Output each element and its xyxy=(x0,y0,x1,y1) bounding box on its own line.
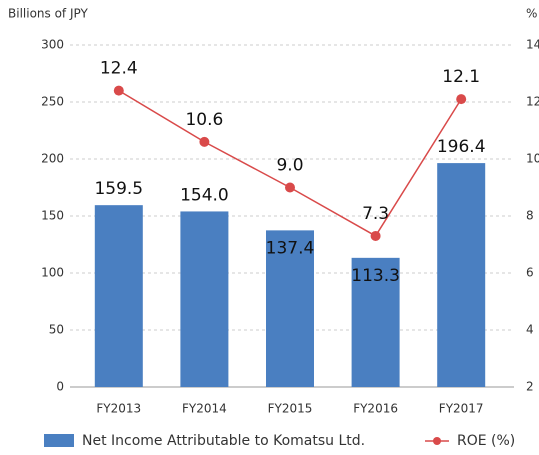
bar xyxy=(180,211,229,387)
y-tick-label: 300 xyxy=(41,38,64,52)
data-label: 159.5 xyxy=(94,179,143,199)
legend-swatch xyxy=(433,437,441,445)
x-tick-label: FY2014 xyxy=(182,402,227,416)
y2-tick-label: 4 xyxy=(526,323,534,337)
bar xyxy=(266,230,314,387)
x-tick-label: FY2015 xyxy=(268,402,313,416)
marker xyxy=(113,85,124,96)
x-tick-label: FY2013 xyxy=(96,402,141,416)
y-tick-label: 200 xyxy=(41,152,64,166)
legend-swatch xyxy=(44,434,74,447)
y2-tick-label: 6 xyxy=(526,266,534,280)
y-tick-label: 50 xyxy=(49,323,64,337)
marker xyxy=(370,230,381,241)
y2-tick-label: 12 xyxy=(526,95,539,109)
marker xyxy=(199,136,210,147)
x-tick-label: FY2017 xyxy=(439,402,484,416)
y-tick-label: 0 xyxy=(56,380,64,394)
data-label: 10.6 xyxy=(185,110,223,130)
legend-label: Net Income Attributable to Komatsu Ltd. xyxy=(82,433,365,449)
data-label: 154.0 xyxy=(180,185,229,205)
bar xyxy=(94,205,143,387)
bar xyxy=(437,163,486,387)
data-label: 12.4 xyxy=(100,59,138,79)
y-tick-label: 150 xyxy=(41,209,64,223)
data-label: 12.1 xyxy=(442,67,480,87)
data-label: 137.4 xyxy=(266,238,315,258)
data-label: 196.4 xyxy=(437,137,486,157)
legend-label: ROE (%) xyxy=(457,433,515,449)
y2-tick-label: 14 xyxy=(526,38,539,52)
y-tick-label: 250 xyxy=(41,95,64,109)
y2-tick-label: 8 xyxy=(526,209,534,223)
y-axis-label: Billions of JPY xyxy=(8,7,88,21)
marker xyxy=(285,182,295,193)
marker xyxy=(456,94,467,105)
data-label: 9.0 xyxy=(276,156,303,176)
y2-tick-label: 2 xyxy=(526,380,534,394)
data-label: 7.3 xyxy=(362,204,389,224)
x-tick-label: FY2016 xyxy=(353,402,398,416)
y2-tick-label: 10 xyxy=(526,152,539,166)
y2-axis-label: % xyxy=(526,7,537,21)
data-label: 113.3 xyxy=(351,266,400,286)
bar xyxy=(351,257,400,387)
y-tick-label: 100 xyxy=(41,266,64,280)
